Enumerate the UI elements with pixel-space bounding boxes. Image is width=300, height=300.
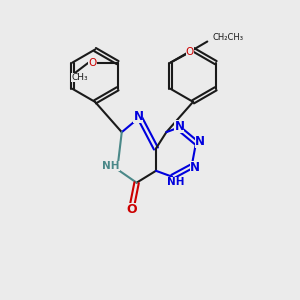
Text: N: N [174,120,184,133]
Text: NH: NH [102,161,119,171]
Text: O: O [186,47,194,57]
Text: CH₂CH₃: CH₂CH₃ [213,33,244,42]
Text: O: O [88,58,97,68]
Text: CH₃: CH₃ [71,73,88,82]
Text: N: N [190,161,200,174]
Text: NH: NH [167,177,184,187]
Text: O: O [126,203,137,216]
Text: N: N [195,136,205,148]
Text: N: N [134,110,143,123]
